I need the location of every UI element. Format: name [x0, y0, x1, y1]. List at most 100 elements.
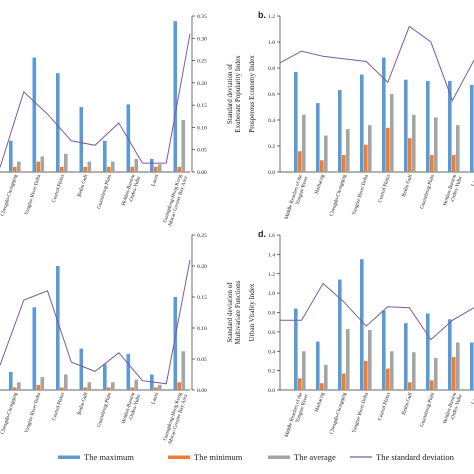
bar-maximum	[316, 341, 320, 390]
bar-average	[111, 382, 115, 390]
bar-maximum	[382, 310, 386, 390]
bar-minimum	[364, 360, 368, 390]
bar-maximum	[9, 140, 13, 172]
y-tick-label: 0.35	[197, 14, 207, 20]
bar-maximum	[173, 297, 178, 390]
y-tick-label: 0.30	[197, 36, 207, 42]
y-tick-label: 0.20	[197, 264, 207, 270]
x-tick-label-line: Lanxi	[150, 173, 160, 187]
y-tick-label: 0.15	[197, 103, 207, 109]
bar-minimum	[130, 387, 135, 390]
bar-average	[390, 94, 394, 172]
bar-maximum	[103, 364, 107, 390]
bar-minimum	[130, 166, 135, 172]
y-tick-label: 0.10	[197, 125, 207, 131]
bar-average	[134, 379, 139, 390]
bar-maximum	[150, 159, 154, 172]
bar-minimum	[342, 155, 346, 172]
legend-item-maximum: The maximum	[58, 452, 134, 462]
bar-maximum	[316, 103, 320, 172]
bar-average	[456, 342, 460, 390]
bar-minimum	[36, 384, 41, 390]
bar-average	[434, 117, 438, 172]
bar-maximum	[338, 279, 342, 390]
y-tick-label: 0.00	[197, 170, 207, 176]
y-tick-label: 0.25	[197, 59, 207, 65]
legend-swatch	[268, 455, 290, 459]
bar-average	[17, 161, 21, 172]
bar-average	[87, 382, 92, 390]
bar-minimum	[177, 166, 182, 172]
bar-average	[40, 156, 45, 172]
bar-minimum	[342, 373, 346, 390]
y-tick-label: 0.00	[197, 388, 207, 394]
y-tick-label: 0.6	[268, 330, 275, 336]
bar-average	[456, 125, 460, 172]
y-tick-label: 0.20	[197, 81, 207, 87]
legend-item-minimum: The minimum	[168, 452, 243, 462]
legend-label: The standard deviation	[376, 452, 455, 462]
y-tick-label: 0.25	[197, 233, 207, 239]
y-tick-label: 1.6	[268, 233, 275, 239]
bar-minimum	[452, 357, 456, 390]
bar-average	[368, 329, 372, 390]
bar-minimum	[408, 382, 412, 390]
legend-label: The average	[294, 452, 336, 462]
bar-maximum	[79, 107, 84, 172]
bar-average	[368, 125, 372, 172]
panel-letter: d.	[258, 229, 266, 239]
bar-minimum	[430, 155, 434, 172]
y-tick-label: 0.05	[197, 357, 207, 363]
bar-average	[346, 328, 350, 390]
bar-minimum	[13, 166, 17, 172]
y-tick-label: 0.0	[268, 170, 275, 176]
bar-maximum	[56, 266, 60, 390]
panel-letter: b.	[258, 10, 266, 20]
bar-maximum	[404, 323, 408, 390]
bar-average	[412, 352, 416, 390]
y-axis-label-line: Standard deviation of	[226, 282, 234, 343]
bar-minimum	[386, 127, 390, 172]
y-axis-label-line: Prosperous Economy Index	[248, 55, 256, 133]
bar-minimum	[364, 144, 368, 172]
bar-average	[412, 114, 416, 172]
bar-average	[134, 159, 139, 172]
y-tick-label: 1.0	[268, 40, 275, 46]
bar-minimum	[154, 387, 158, 390]
bar-average	[302, 351, 306, 390]
y-tick-label: 0.8	[268, 66, 275, 72]
bar-minimum	[83, 387, 88, 390]
bar-maximum	[470, 342, 474, 390]
y-axis-label: Standard deviation of Multivariate Functi…	[226, 280, 242, 344]
bar-average	[346, 129, 350, 172]
bar-average	[181, 351, 186, 390]
x-tick-label-line: Lanxi	[150, 391, 160, 405]
legend-label: The maximum	[84, 452, 134, 462]
bar-maximum	[382, 57, 386, 172]
bar-maximum	[103, 140, 107, 172]
bar-maximum	[294, 71, 298, 172]
bar-maximum	[32, 57, 37, 172]
bar-minimum	[107, 387, 111, 390]
y-tick-label: 1.4	[268, 252, 275, 258]
bar-maximum	[338, 90, 342, 172]
bar-average	[434, 358, 438, 390]
bar-minimum	[430, 380, 434, 390]
y-tick-label: 0.05	[197, 148, 207, 154]
y-axis-label: Standard deviation of Exuberant Popularit…	[226, 55, 242, 133]
y-axis-label-line: Multivariate Functions	[234, 280, 242, 344]
bar-maximum	[126, 353, 131, 390]
bar-average	[111, 161, 115, 172]
bar-average	[181, 120, 186, 172]
legend-item-stdev: The standard deviation	[350, 452, 455, 462]
bar-average	[64, 374, 68, 390]
y-tick-label: 1.2	[268, 14, 275, 20]
legend: The maximum The minimum The average The sta…	[58, 452, 455, 462]
bar-average	[40, 377, 45, 390]
bar-minimum	[320, 160, 324, 172]
bar-minimum	[13, 387, 17, 390]
y-axis-label: Urban Vitality Index	[248, 283, 256, 341]
bar-maximum	[173, 21, 178, 173]
bar-average	[324, 135, 328, 172]
